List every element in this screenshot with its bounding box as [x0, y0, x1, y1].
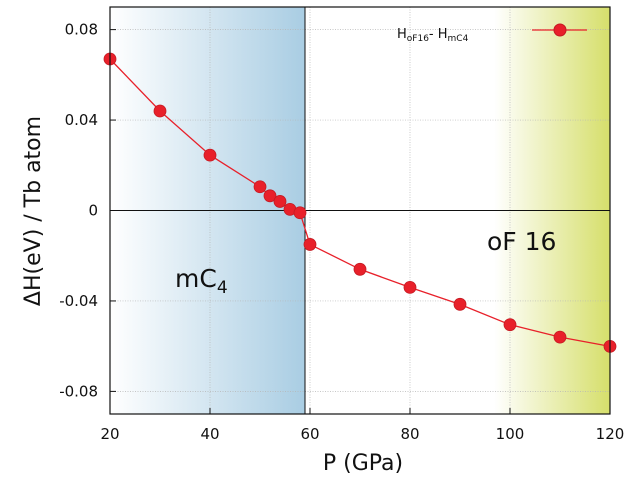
data-point: [273, 195, 287, 208]
data-point: [153, 104, 167, 118]
region-label-mc4: mC4: [175, 264, 228, 298]
x-tick-label: 100: [496, 425, 525, 443]
legend-label: HoF16- HmC4: [397, 27, 469, 44]
legend-sep: - H: [429, 27, 448, 42]
data-point: [503, 318, 517, 332]
x-tick-labels: 20 40 60 80 100 120: [100, 408, 624, 443]
y-tick-label: 0: [88, 202, 98, 220]
x-tick-label: 60: [300, 425, 319, 443]
region-label-mc4-sub: 4: [217, 278, 228, 298]
legend: HoF16- HmC4: [397, 23, 587, 44]
x-tick-label: 120: [596, 425, 625, 443]
y-tick-label: -0.04: [59, 292, 98, 310]
x-tick-label: 80: [400, 425, 419, 443]
data-point: [453, 297, 467, 311]
region-label-of16: oF 16: [487, 227, 556, 256]
data-point: [263, 189, 277, 203]
legend-sub1: oF16: [407, 34, 429, 44]
data-point: [403, 280, 417, 294]
data-point: [253, 180, 267, 194]
data-point: [303, 238, 317, 251]
x-axis-title: P (GPa): [323, 451, 403, 476]
data-series: [103, 52, 617, 353]
region-label-mc4-main: mC: [175, 264, 217, 293]
y-tick-label: 0.04: [65, 111, 98, 129]
y-tick-label: 0.08: [65, 21, 98, 39]
data-point: [353, 262, 367, 276]
data-point: [293, 206, 307, 220]
x-tick-label: 40: [200, 425, 219, 443]
y-tick-label: -0.08: [59, 382, 98, 400]
legend-sub2: mC4: [448, 34, 469, 44]
y-axis-title: ΔH(eV) / Tb atom: [21, 116, 46, 306]
data-point: [203, 148, 217, 162]
y-tick-labels: -0.08 -0.04 0 0.04 0.08: [59, 21, 116, 400]
data-point: [553, 330, 567, 344]
legend-h1: H: [397, 27, 407, 42]
legend-swatch-marker: [553, 23, 567, 37]
x-tick-label: 20: [100, 425, 119, 443]
